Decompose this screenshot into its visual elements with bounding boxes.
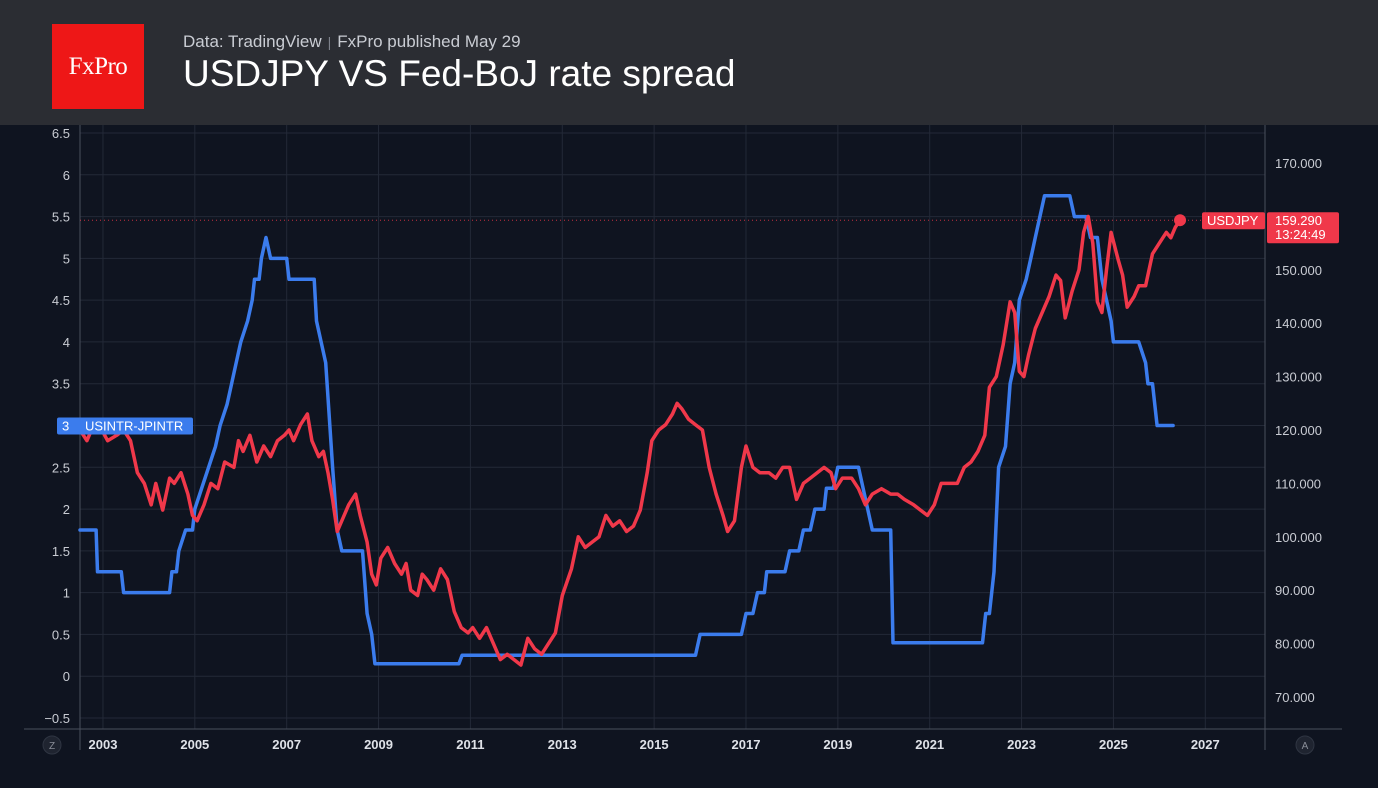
usdjpy-name-tag: USDJPY <box>1207 213 1259 228</box>
usdjpy-price-tag-box <box>1267 212 1339 244</box>
usdjpy-price-tag: 159.290 <box>1275 213 1322 228</box>
left-tick-label: 2.5 <box>52 460 70 475</box>
axes <box>24 125 1342 750</box>
fxpro-logo: FxPro <box>52 24 144 109</box>
left-tick-label: 5.5 <box>52 210 70 225</box>
x-tick-label: 2015 <box>640 737 669 752</box>
chart-area[interactable]: 6.5 6 5.5 5 4.5 4 3.5 3 2.5 2 1.5 1 0.5 0 −0.5 170.000 1… <box>0 125 1378 788</box>
usdjpy-countdown-tag: 13:24:49 <box>1275 227 1326 242</box>
left-tick-label: 0 <box>63 669 70 684</box>
left-tick-label: 6.5 <box>52 126 70 141</box>
left-tick-label: −0.5 <box>44 711 70 726</box>
x-tick-label: 2011 <box>456 737 484 752</box>
header-bar: FxPro Data: TradingView | FxPro published … <box>0 0 1378 125</box>
left-tick-label: 1.5 <box>52 544 70 559</box>
left-tick-label: 2 <box>63 502 70 517</box>
series-line-usdjpy <box>78 214 1182 667</box>
left-tick-label: 5 <box>63 251 70 266</box>
series-layer <box>78 193 1265 667</box>
right-tick-label: 130.000 <box>1275 370 1322 385</box>
x-tick-label: 2003 <box>89 737 118 752</box>
left-tick-label: 6 <box>63 168 70 183</box>
right-tick-label: 70.000 <box>1275 690 1315 705</box>
right-tick-label: 140.000 <box>1275 316 1322 331</box>
axis-labels: 6.5 6 5.5 5 4.5 4 3.5 3 2.5 2 1.5 1 0.5 0 −0.5 170.000 1… <box>42 126 1322 755</box>
zoom-reset-label: Z <box>49 741 55 752</box>
data-source: Data: TradingView <box>183 32 322 51</box>
published-note: FxPro published May 29 <box>337 32 521 51</box>
x-tick-label: 2021 <box>915 737 944 752</box>
x-tick-label: 2009 <box>364 737 393 752</box>
x-tick-label: 2025 <box>1099 737 1128 752</box>
x-tick-label: 2013 <box>548 737 577 752</box>
spread-tag-value: 3 <box>62 419 69 434</box>
separator: | <box>327 34 332 50</box>
series-line-spread <box>78 193 1175 666</box>
spread-tag-box <box>57 417 193 435</box>
right-tick-label: 90.000 <box>1275 583 1315 598</box>
x-tick-label: 2017 <box>732 737 761 752</box>
left-tick-label: 4 <box>63 335 70 350</box>
usdjpy-name-tag-box <box>1202 212 1265 230</box>
x-tick-label: 2007 <box>272 737 301 752</box>
zoom-reset-button[interactable] <box>42 735 62 755</box>
x-tick-label: 2019 <box>823 737 852 752</box>
right-tick-label: 100.000 <box>1275 530 1322 545</box>
left-tick-label: 1 <box>63 586 70 601</box>
x-tick-label: 2005 <box>180 737 209 752</box>
spread-tag-name: USINTR-JPINTR <box>85 419 183 434</box>
auto-scale-label: A <box>1302 741 1309 752</box>
right-tick-label: 170.000 <box>1275 156 1322 171</box>
left-tick-label: 4.5 <box>52 293 70 308</box>
chart-subtitle: Data: TradingView | FxPro published May 29 <box>183 32 521 52</box>
left-tick-label: 0.5 <box>52 627 70 642</box>
chart-title: USDJPY VS Fed-BoJ rate spread <box>183 53 736 94</box>
left-tick-label: 3.5 <box>52 377 70 392</box>
right-tick-label: 120.000 <box>1275 423 1322 438</box>
right-tick-label: 150.000 <box>1275 263 1322 278</box>
usdjpy-last-point <box>1174 214 1187 227</box>
x-tick-label: 2027 <box>1191 737 1220 752</box>
right-tick-label: 80.000 <box>1275 637 1315 652</box>
x-tick-label: 2023 <box>1007 737 1036 752</box>
auto-scale-button[interactable] <box>1295 735 1315 755</box>
right-tick-label: 110.000 <box>1275 476 1321 491</box>
grid-lines <box>80 125 1265 729</box>
